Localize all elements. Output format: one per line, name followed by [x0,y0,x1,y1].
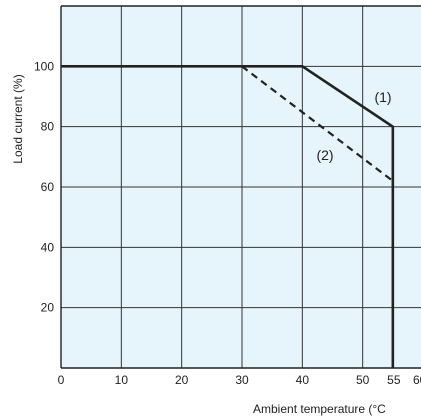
y-tick-label: 80 [41,120,55,134]
x-tick-label: 60 [413,373,421,387]
x-axis-label: Ambient temperature (°C [253,402,386,416]
y-tick-label: 20 [41,301,55,315]
x-tick-label: 0 [58,373,65,387]
series-label-2: (2) [316,147,333,163]
series-layer [61,65,395,368]
series-line-1 [61,65,395,368]
x-tick-label: 10 [115,373,129,387]
y-axis-label: Load current (%) [11,74,25,163]
y-tick-label: 40 [41,240,55,254]
series-line-2 [241,65,394,182]
y-tick-label: 60 [41,180,55,194]
x-tick-label: 50 [356,373,370,387]
tick-labels: 0 10 20 30 40 50 55 60 20 40 60 80 100 [34,59,421,387]
series-label-1: (1) [374,89,391,105]
y-tick-label: 100 [34,59,54,73]
series-labels: (1) (2) [316,89,391,163]
x-tick-label: 55 [387,373,401,387]
x-tick-label: 40 [296,373,310,387]
x-tick-label: 20 [175,373,189,387]
x-tick-label: 30 [235,373,249,387]
